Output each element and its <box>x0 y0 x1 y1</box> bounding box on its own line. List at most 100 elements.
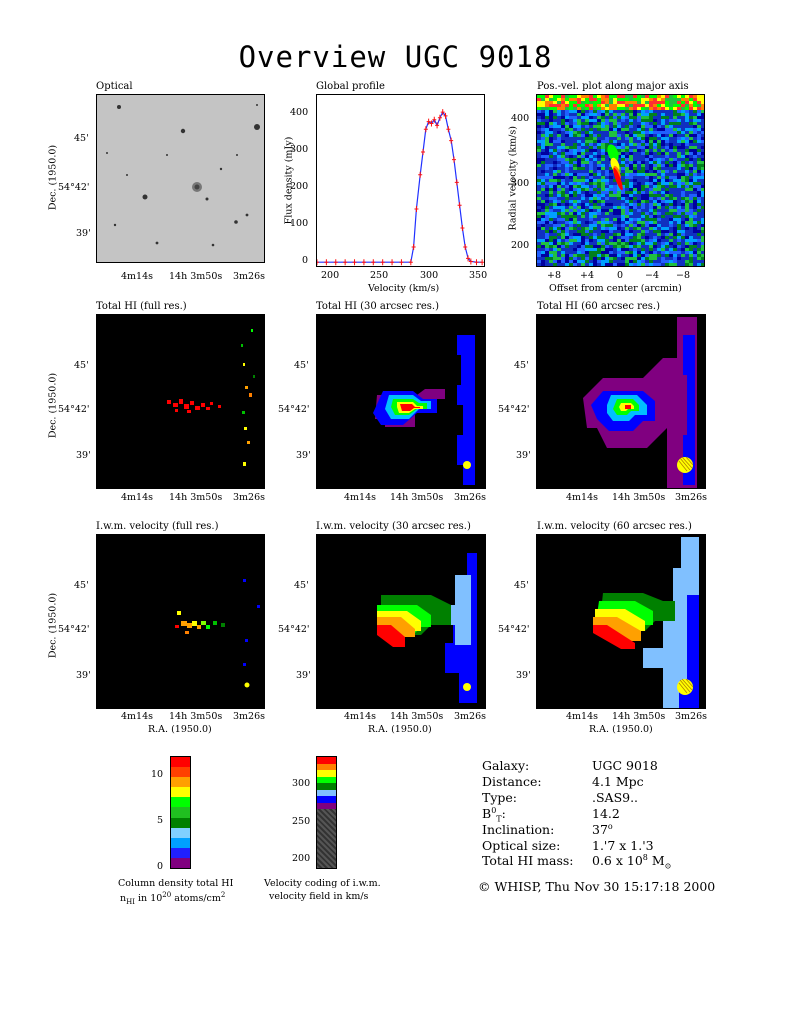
pv-cell <box>617 233 621 236</box>
pv-cell <box>581 239 585 242</box>
pv-cell <box>677 221 681 224</box>
pv-cell <box>689 227 693 230</box>
vel-full-title: I.w.m. velocity (full res.) <box>96 521 219 532</box>
pv-cell <box>665 125 669 128</box>
pv-cell <box>637 116 641 119</box>
pv-cell <box>561 137 565 140</box>
pv-cell <box>673 110 677 113</box>
pv-cell <box>545 137 549 140</box>
pv-cell <box>605 209 609 212</box>
pv-cell <box>685 161 689 164</box>
pv-cell <box>689 197 693 200</box>
pv-cell <box>537 245 541 248</box>
pv-cell <box>541 230 545 233</box>
pv-cell <box>565 221 569 224</box>
pv-cell <box>637 170 641 173</box>
pv-cell <box>557 140 561 143</box>
pv-cell <box>573 218 577 221</box>
pv-cell <box>681 191 685 194</box>
density-caption-line1: Column density total HI <box>118 878 234 889</box>
pv-cell <box>617 155 621 158</box>
pv-cell <box>581 191 585 194</box>
pv-cell <box>617 140 621 143</box>
pv-cell <box>569 224 573 227</box>
pv-cell <box>577 209 581 212</box>
pv-cell <box>621 146 625 149</box>
pv-cell <box>605 113 609 116</box>
pv-cell <box>573 233 577 236</box>
pv-cell <box>557 167 561 170</box>
pv-cell <box>673 191 677 194</box>
pv-cell <box>593 176 597 179</box>
pv-cell <box>573 191 577 194</box>
pv-cell <box>681 101 685 104</box>
pv-cell <box>565 191 569 194</box>
pv-cell <box>605 236 609 239</box>
pv-cell <box>653 119 657 122</box>
pv-cell <box>681 227 685 230</box>
pv-cell <box>645 233 649 236</box>
pv-cell <box>685 125 689 128</box>
ra-tick-a-5: 4m14s <box>121 711 154 722</box>
pv-cell <box>545 110 549 113</box>
pv-cell <box>661 176 665 179</box>
pv-cell <box>541 119 545 122</box>
pv-cell <box>581 248 585 251</box>
pv-cell <box>565 143 569 146</box>
pv-cell <box>625 185 629 188</box>
pv-cell <box>673 224 677 227</box>
pv-cell <box>569 263 573 266</box>
pv-cell <box>617 227 621 230</box>
pv-cell <box>549 221 553 224</box>
profile-point <box>361 259 366 266</box>
pv-cell <box>613 194 617 197</box>
pv-cell <box>665 239 669 242</box>
pv-cell <box>593 254 597 257</box>
pv-cell <box>665 146 669 149</box>
pv-cell <box>697 197 701 200</box>
pv-cell <box>585 170 589 173</box>
pv-cell <box>537 101 541 104</box>
pv-cell <box>585 104 589 107</box>
pv-cell <box>597 110 601 113</box>
pv-cell <box>605 152 609 155</box>
pv-cell <box>681 113 685 116</box>
pv-cell <box>553 248 557 251</box>
pv-cell <box>701 212 704 215</box>
pv-cell <box>537 95 541 98</box>
pv-cell <box>641 161 645 164</box>
pv-cell <box>673 152 677 155</box>
pv-cell <box>553 245 557 248</box>
pv-cell <box>541 227 545 230</box>
pv-cell <box>669 200 673 203</box>
pv-cell <box>549 143 553 146</box>
pv-cell <box>693 155 697 158</box>
pv-cell <box>545 257 549 260</box>
pv-cell <box>613 236 617 239</box>
pv-cell <box>561 173 565 176</box>
pv-cell <box>593 125 597 128</box>
pv-cell <box>537 167 541 170</box>
pv-cell <box>569 170 573 173</box>
profile-line <box>317 110 483 263</box>
pv-cell <box>645 128 649 131</box>
pv-cell <box>701 221 704 224</box>
pv-cell <box>673 233 677 236</box>
pv-cell <box>549 176 553 179</box>
pv-cell <box>677 260 681 263</box>
pv-cell <box>689 185 693 188</box>
pv-cell <box>649 185 653 188</box>
pv-cell <box>681 146 685 149</box>
pv-cell <box>653 221 657 224</box>
pv-cell <box>673 155 677 158</box>
pv-cell <box>545 134 549 137</box>
pv-cell <box>545 146 549 149</box>
pv-cell <box>685 116 689 119</box>
vel-30-map <box>377 553 477 703</box>
pv-cell <box>565 215 569 218</box>
density-tick-5: 5 <box>157 815 164 826</box>
pv-cell <box>621 239 625 242</box>
pv-cell <box>641 113 645 116</box>
density-swatch <box>171 857 190 868</box>
pv-cell <box>637 221 641 224</box>
